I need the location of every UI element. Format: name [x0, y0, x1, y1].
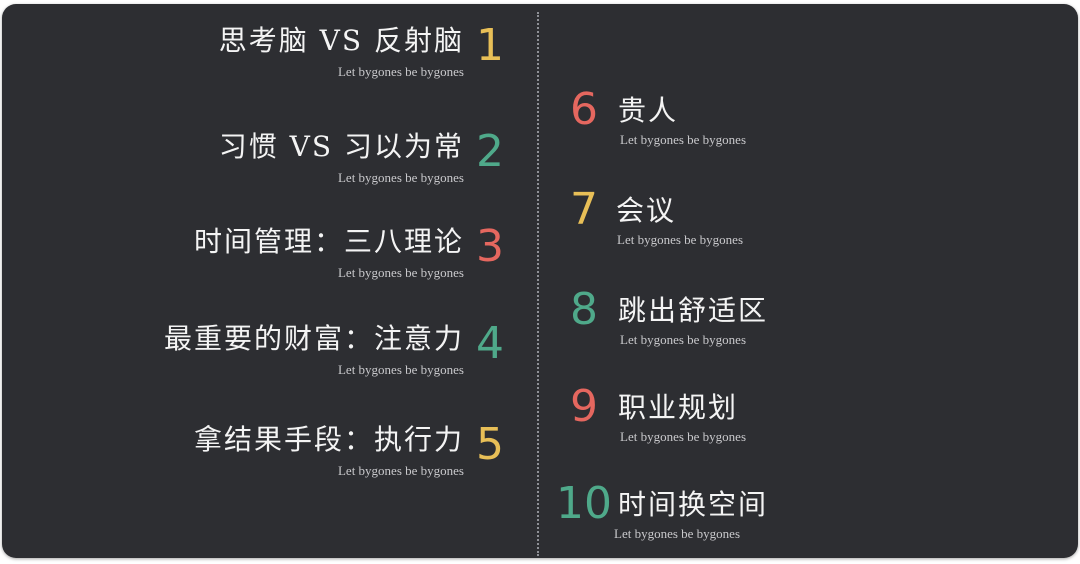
- agenda-item-4: 最重要的财富：注意力 Let bygones be bygones 4: [2, 322, 510, 382]
- agenda-item-5: 拿结果手段：执行力 Let bygones be bygones 5: [2, 423, 510, 483]
- item-title: 拿结果手段：执行力: [193, 423, 464, 456]
- item-title: 最重要的财富：注意力: [163, 322, 464, 355]
- item-subtitle: Let bygones be bygones: [617, 232, 744, 247]
- agenda-board: 思考脑 VS 反射脑 Let bygones be bygones 1 习惯 V…: [2, 4, 1078, 558]
- item-number: 10: [556, 478, 612, 529]
- item-number: 2: [476, 126, 504, 177]
- column-divider: [537, 12, 539, 556]
- agenda-item-7: 7 会议 Let bygones be bygones: [570, 184, 870, 250]
- item-subtitle: Let bygones be bygones: [614, 526, 741, 541]
- item-number: 8: [570, 284, 598, 335]
- agenda-item-6: 6 贵人 Let bygones be bygones: [570, 84, 870, 150]
- agenda-item-3: 时间管理：三八理论 Let bygones be bygones 3: [2, 225, 510, 285]
- item-title: 跳出舒适区: [618, 294, 769, 327]
- item-text-block: 拿结果手段：执行力 Let bygones be bygones: [24, 423, 464, 483]
- item-subtitle: Let bygones be bygones: [337, 362, 464, 377]
- item-text-block: 思考脑 VS 反射脑 Let bygones be bygones: [24, 24, 464, 84]
- item-number: 4: [476, 318, 504, 369]
- item-text-block: 时间管理：三八理论 Let bygones be bygones: [24, 225, 464, 285]
- item-number: 3: [476, 221, 504, 272]
- item-subtitle: Let bygones be bygones: [337, 463, 464, 478]
- item-subtitle: Let bygones be bygones: [337, 64, 464, 79]
- item-subtitle: Let bygones be bygones: [337, 265, 464, 280]
- item-title: 时间管理：三八理论: [193, 225, 464, 258]
- item-number: 1: [476, 20, 504, 71]
- item-subtitle: Let bygones be bygones: [620, 332, 747, 347]
- item-title: 会议: [616, 194, 677, 227]
- item-subtitle: Let bygones be bygones: [620, 429, 747, 444]
- item-title: 习惯 VS 习以为常: [218, 130, 464, 163]
- agenda-item-2: 习惯 VS 习以为常 Let bygones be bygones 2: [2, 130, 510, 190]
- item-title: 思考脑 VS 反射脑: [218, 24, 464, 57]
- agenda-item-9: 9 职业规划 Let bygones be bygones: [570, 381, 870, 447]
- item-number: 6: [570, 84, 598, 135]
- agenda-item-1: 思考脑 VS 反射脑 Let bygones be bygones 1: [2, 24, 510, 84]
- item-title: 职业规划: [618, 391, 739, 424]
- item-text-block: 习惯 VS 习以为常 Let bygones be bygones: [24, 130, 464, 190]
- item-subtitle: Let bygones be bygones: [337, 170, 464, 185]
- item-subtitle: Let bygones be bygones: [620, 132, 747, 147]
- item-title: 贵人: [618, 94, 679, 127]
- item-title: 时间换空间: [618, 488, 769, 521]
- item-number: 7: [570, 184, 598, 235]
- item-number: 9: [570, 381, 598, 432]
- item-number: 5: [476, 419, 504, 470]
- agenda-item-10: 10 时间换空间 Let bygones be bygones: [556, 478, 876, 544]
- item-text-block: 最重要的财富：注意力 Let bygones be bygones: [24, 322, 464, 382]
- agenda-item-8: 8 跳出舒适区 Let bygones be bygones: [570, 284, 870, 350]
